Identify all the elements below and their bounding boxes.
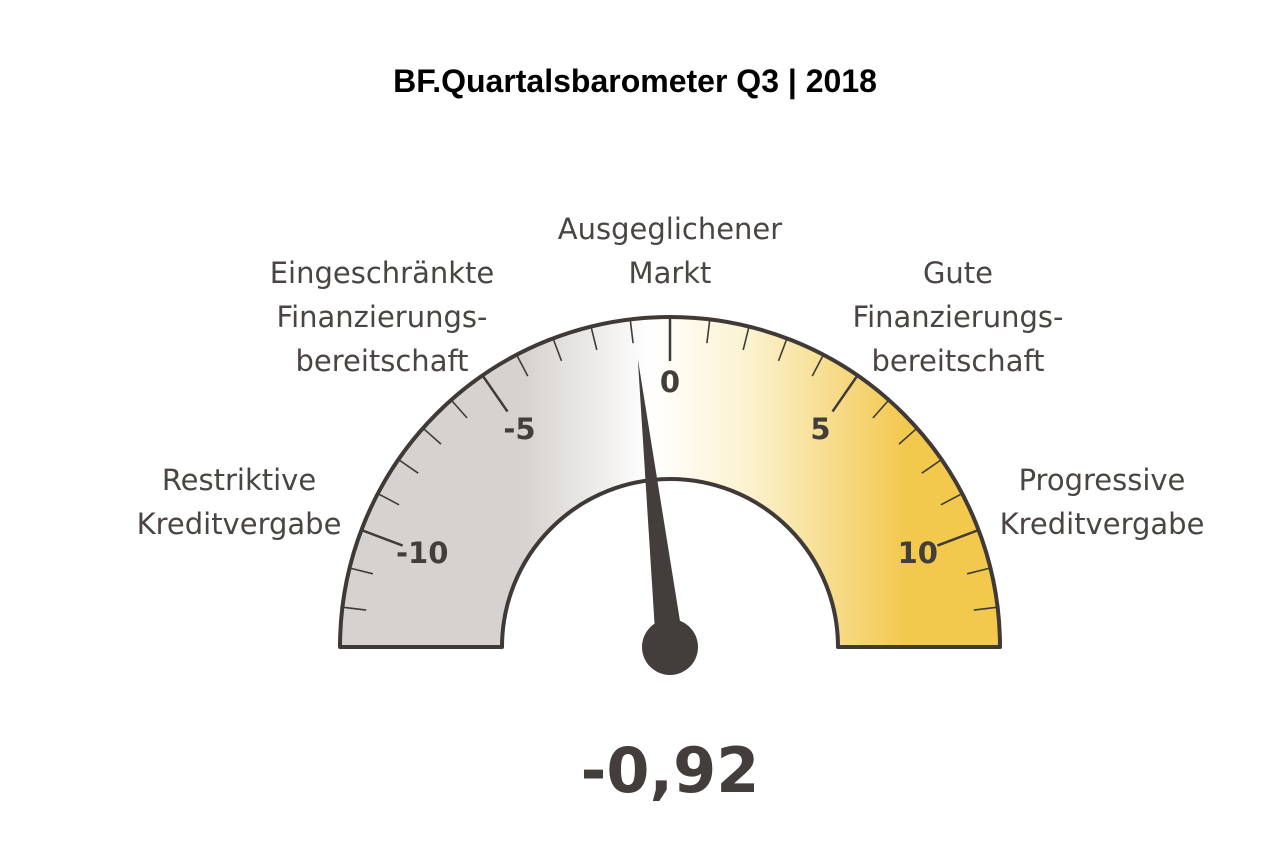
minor-tick [629,319,634,344]
zone-label-line: Kreditvergabe [137,507,342,541]
tick-label: -10 [396,536,448,570]
minor-tick [921,458,943,474]
minor-tick [777,338,788,362]
zone-label-line: Finanzierungs- [277,300,488,334]
zone-label-line: Markt [629,256,712,290]
zone-label-line: Ausgeglichener [558,212,782,246]
major-tick [831,374,859,413]
gauge-tick-labels: -10 -5 0 5 10 [396,365,938,570]
gauge-needle-hub [642,619,698,675]
minor-tick [342,606,367,611]
tick-label: 10 [898,536,938,570]
zone-label-good: Gute Finanzierungs- bereitschaft [853,256,1064,378]
tick-label: 0 [660,365,680,399]
minor-tick [349,567,374,575]
zone-label-line: Progressive [1019,463,1186,497]
minor-tick [898,427,918,445]
minor-tick [552,338,563,362]
zone-label-progressive: Progressive Kreditvergabe [1000,463,1205,541]
major-tick [936,528,980,547]
zone-label-line: Finanzierungs- [853,300,1064,334]
gauge-ticks [342,317,998,611]
tick-label: -5 [503,412,535,446]
zone-label-limited: Eingeschränkte Finanzierungs- bereitscha… [270,256,495,378]
minor-tick [966,567,991,575]
minor-tick [515,354,529,377]
chart-title: BF.Quartalsbarometer Q3 | 2018 [393,63,877,99]
minor-tick [590,326,598,351]
zone-label-line: Eingeschränkte [270,256,495,290]
minor-tick [811,354,825,377]
gauge-needle [637,358,684,649]
zone-label-line: Restriktive [162,463,316,497]
minor-tick [377,492,400,506]
zone-label-line: Gute [923,256,993,290]
tick-label: 5 [810,412,830,446]
major-tick [360,528,404,547]
zone-label-line: bereitschaft [295,344,468,378]
zone-label-balanced: Ausgeglichener Markt [558,212,782,290]
zone-label-line: Kreditvergabe [1000,507,1205,541]
minor-tick [742,326,750,351]
minor-tick [973,606,998,611]
minor-tick [450,399,468,419]
zone-label-line: bereitschaft [871,344,1044,378]
gauge-value: -0,92 [581,734,760,807]
minor-tick [706,319,711,344]
zone-label-restrictive: Restriktive Kreditvergabe [137,463,342,541]
minor-tick [422,427,442,445]
major-tick [481,374,509,413]
minor-tick [397,458,419,474]
minor-tick [872,399,890,419]
minor-tick [940,492,963,506]
